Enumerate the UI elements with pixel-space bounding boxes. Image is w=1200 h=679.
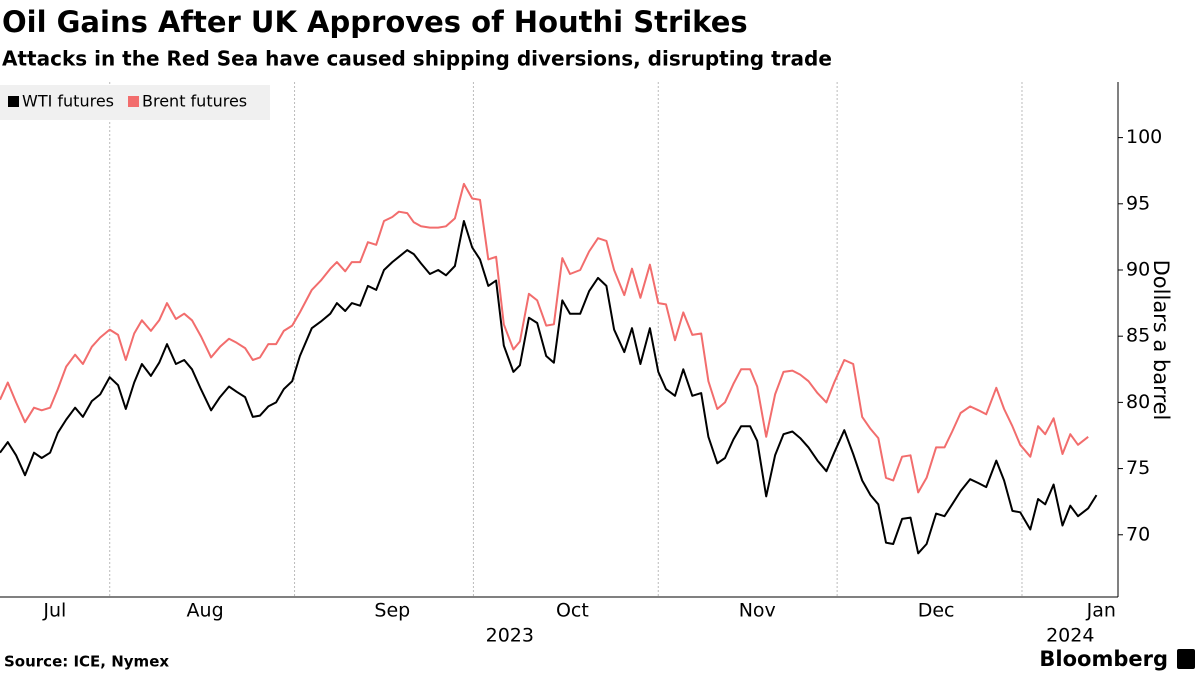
x-tick-label: Sep (374, 600, 410, 622)
y-tick-label: 85 (1126, 325, 1150, 347)
y-tick-label: 75 (1126, 457, 1150, 479)
y-tick-label: 70 (1126, 523, 1150, 545)
y-tick-label: 90 (1126, 258, 1150, 280)
y-tick-label: 100 (1126, 126, 1162, 148)
legend-swatch (128, 96, 139, 107)
brand-icon (1177, 649, 1195, 669)
y-axis-label: Dollars a barrel (1149, 260, 1173, 421)
y-tick-label: 80 (1126, 391, 1150, 413)
x-tick-label: Jan (1086, 600, 1116, 622)
line-series (0, 220, 1098, 555)
x-tick-label: Oct (556, 600, 589, 622)
legend-swatch (8, 96, 19, 107)
chart-subtitle: Attacks in the Red Sea have caused shipp… (2, 47, 832, 71)
chart-title: Oil Gains After UK Approves of Houthi St… (2, 5, 748, 39)
legend-label: WTI futures (22, 92, 114, 111)
legend-label: Brent futures (142, 92, 247, 111)
brand: Bloomberg (1039, 647, 1168, 671)
year-label: 2023 (486, 625, 534, 647)
line-series (0, 182, 1089, 494)
source: Source: ICE, Nymex (4, 653, 169, 671)
year-label: 2024 (1046, 625, 1094, 647)
x-tick-label: Dec (918, 600, 955, 622)
x-tick-label: Nov (739, 600, 776, 622)
x-tick-label: Jul (42, 600, 66, 622)
y-tick-label: 95 (1126, 192, 1150, 214)
x-tick-label: Aug (187, 600, 224, 622)
